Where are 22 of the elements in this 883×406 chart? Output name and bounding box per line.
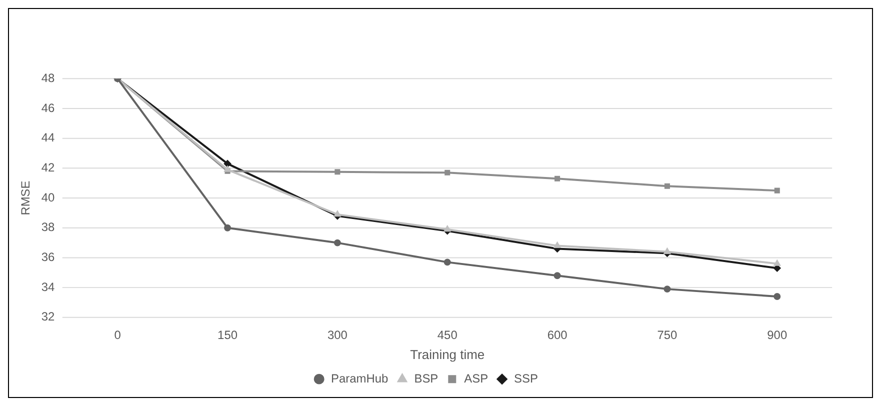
y-tick-label: 42 [41, 160, 55, 174]
y-tick-label: 48 [41, 70, 55, 85]
x-tick-label: 300 [327, 328, 348, 342]
x-tick-label: 450 [437, 328, 458, 342]
legend-label: SSP [514, 371, 538, 386]
x-axis-title: Training time [410, 346, 485, 362]
x-tick-label: 0 [114, 328, 122, 342]
y-axis-title: RMSE [18, 180, 32, 216]
y-tick-label: 36 [41, 250, 55, 264]
x-tick-label: 150 [218, 328, 238, 342]
x-tick-label: 600 [547, 328, 568, 342]
legend-label: BSP [414, 371, 438, 386]
legend-label: ASP [464, 371, 488, 386]
y-tick-label: 38 [41, 220, 55, 234]
legend-label: ParamHub [331, 371, 389, 386]
y-tick-label: 44 [41, 130, 55, 145]
x-tick-label: 750 [657, 328, 678, 342]
y-tick-label: 46 [41, 100, 55, 115]
y-tick-label: 40 [41, 190, 55, 204]
y-tick-label: 32 [41, 310, 55, 324]
x-tick-label: 900 [767, 328, 788, 342]
y-tick-label: 34 [41, 280, 55, 294]
